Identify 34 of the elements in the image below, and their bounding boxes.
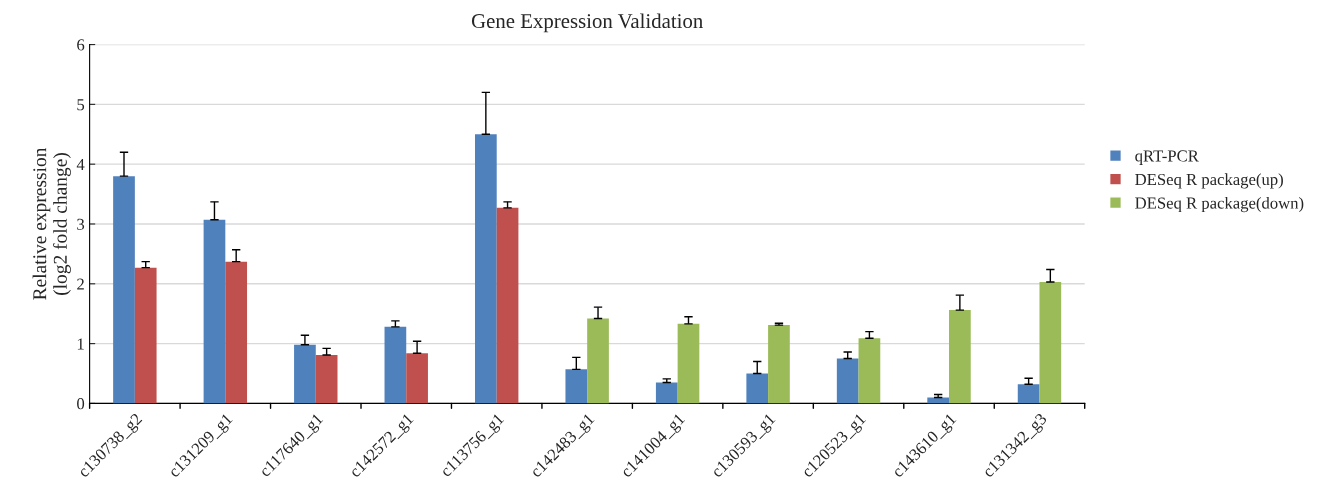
bar — [655, 382, 678, 404]
legend-label: DESeq R package(down) — [1135, 196, 1304, 213]
bar — [746, 373, 769, 404]
bar — [203, 219, 226, 404]
bar — [677, 323, 700, 404]
bar — [565, 369, 588, 404]
y-tick-label: 4 — [76, 158, 85, 170]
bar — [294, 344, 316, 404]
y-tick-label: 2 — [77, 278, 84, 290]
bar — [858, 338, 881, 404]
bar — [496, 207, 519, 404]
bar — [406, 353, 428, 404]
bar — [1017, 384, 1040, 404]
bar — [384, 326, 407, 404]
legend-label: DESeq R package(up) — [1135, 173, 1283, 189]
y-tick-label: 3 — [77, 218, 85, 230]
bar — [113, 176, 135, 404]
bar — [134, 267, 157, 404]
bar — [949, 310, 971, 404]
chart-title: Gene Expression Validation — [471, 13, 703, 33]
bar — [927, 397, 950, 404]
bar — [225, 261, 248, 404]
y-tick-label: 6 — [77, 39, 85, 51]
y-tick-label: 1 — [77, 338, 84, 350]
bar — [315, 354, 338, 404]
bar — [836, 358, 859, 404]
bar — [768, 325, 790, 404]
y-tick-label: 0 — [77, 398, 85, 410]
bar — [475, 134, 497, 404]
bar — [1039, 282, 1062, 404]
y-axis-title: Relative expression (log2 fold change) — [32, 147, 71, 300]
legend-label: qRT-PCR — [1135, 150, 1199, 165]
y-tick-label: 5 — [77, 99, 85, 111]
bar — [587, 318, 609, 404]
